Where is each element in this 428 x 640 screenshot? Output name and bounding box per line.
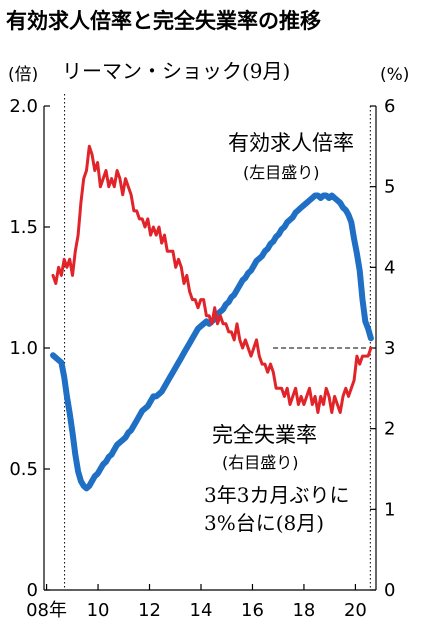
left-axis-unit: (倍) bbox=[8, 65, 38, 85]
right-tick-label: 0 bbox=[384, 580, 395, 601]
x-tick-label: 10 bbox=[87, 600, 110, 621]
event-label: リーマン・ショック(9月) bbox=[62, 59, 290, 83]
right-axis-unit: (%) bbox=[380, 65, 409, 85]
series-sub-unemployment: (右目盛り) bbox=[222, 453, 299, 472]
series-lines bbox=[50, 144, 374, 492]
left-tick-label: 2.0 bbox=[9, 96, 38, 117]
right-tick-label: 4 bbox=[384, 257, 395, 278]
chart-title: 有効求人倍率と完全失業率の推移 bbox=[6, 9, 321, 33]
series-label-ratio: 有効求人倍率 bbox=[228, 131, 354, 155]
left-tick-label: 1.0 bbox=[9, 338, 38, 359]
right-tick-label: 6 bbox=[384, 96, 395, 117]
right-tick-label: 5 bbox=[384, 177, 395, 198]
series-sub-ratio: (左目盛り) bbox=[243, 163, 320, 182]
right-tick-label: 3 bbox=[384, 338, 395, 359]
x-tick-label: 08年 bbox=[26, 600, 67, 621]
x-tick-label: 14 bbox=[190, 600, 213, 621]
annotation-line-1: 3年3カ月ぶりに bbox=[204, 483, 349, 507]
right-tick-label: 2 bbox=[384, 419, 395, 440]
x-tick-label: 12 bbox=[138, 600, 161, 621]
series-line-unemployment bbox=[51, 144, 373, 414]
left-tick-label: 0.5 bbox=[9, 459, 38, 480]
left-tick-label: 1.5 bbox=[9, 217, 38, 238]
left-tick-label: 0 bbox=[27, 580, 38, 601]
annotation-line-2: 3%台に(8月) bbox=[204, 511, 324, 535]
right-tick-label: 1 bbox=[384, 499, 395, 520]
series-label-unemployment: 完全失業率 bbox=[212, 423, 317, 447]
x-tick-label: 20 bbox=[344, 600, 367, 621]
x-tick-label: 18 bbox=[292, 600, 315, 621]
x-tick-label: 16 bbox=[241, 600, 264, 621]
